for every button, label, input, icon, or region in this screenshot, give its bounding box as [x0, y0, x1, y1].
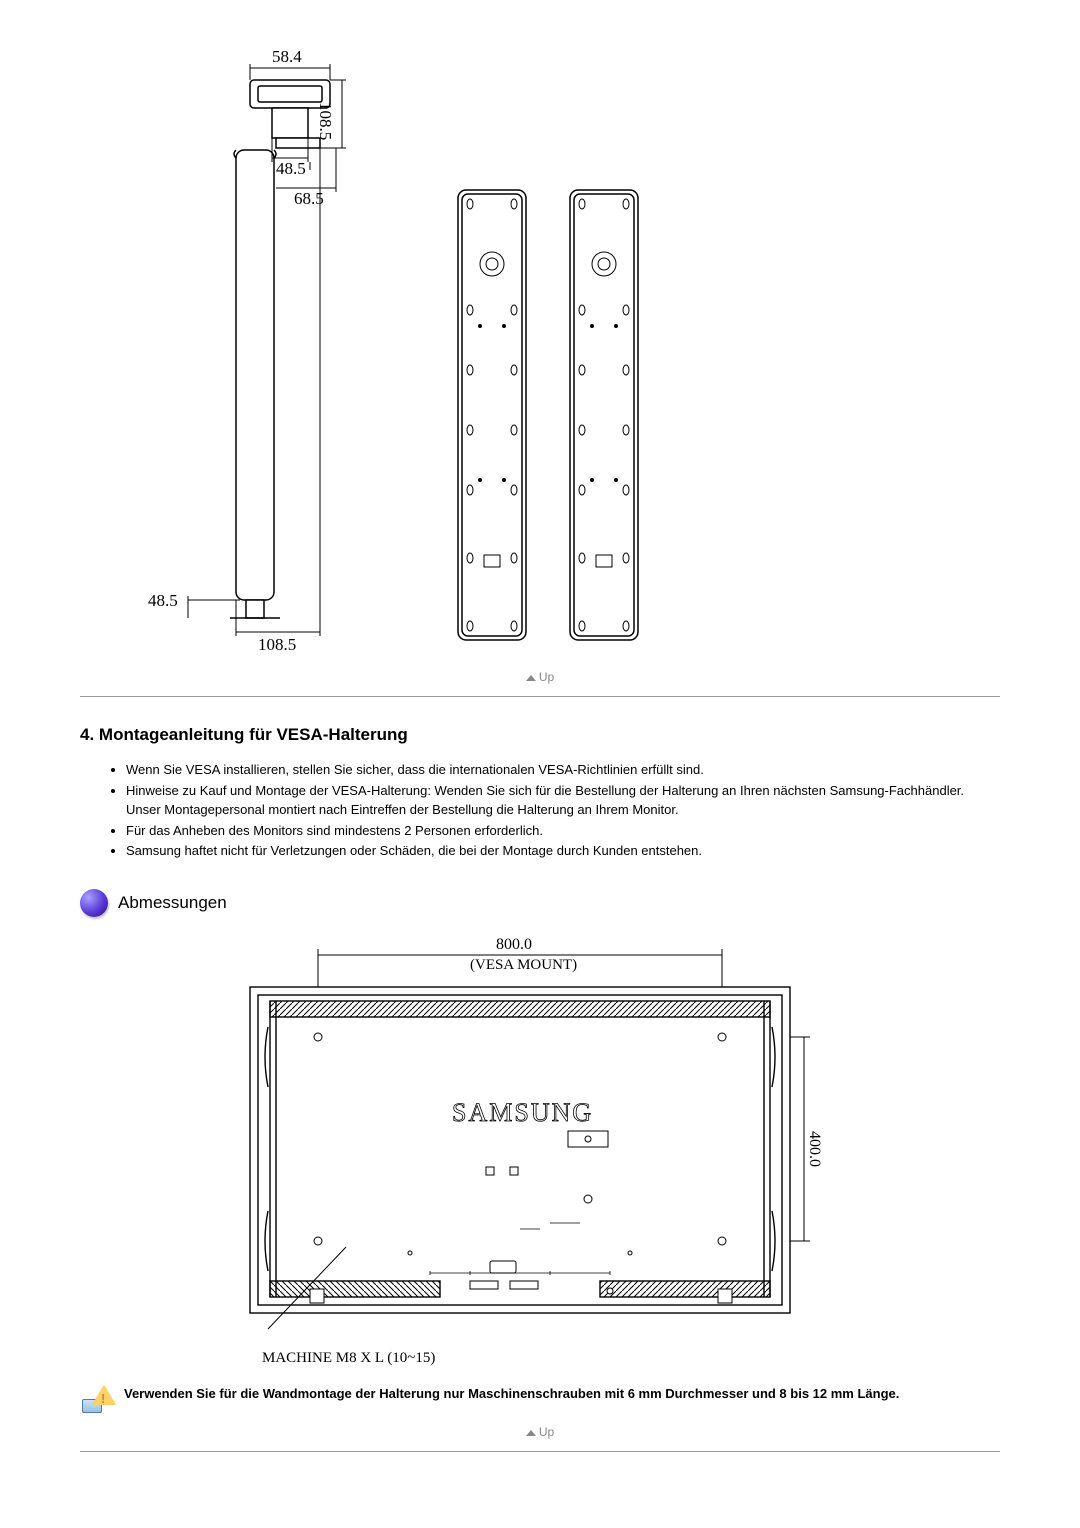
warning-row: ! Verwenden Sie für die Wandmontage der … [80, 1385, 1000, 1415]
screw-note: MACHINE M8 X L (10~15) [262, 1350, 1000, 1367]
vesa-top-dim: 800.0 [496, 936, 532, 953]
up-icon [526, 1430, 536, 1436]
dim-48-5-bottom: 48.5 [148, 591, 178, 610]
bullet-list: Wenn Sie VESA installieren, stellen Sie … [80, 761, 1000, 861]
sub-heading-row: Abmessungen [80, 889, 1000, 917]
dim-108-5-bottom: 108.5 [258, 635, 296, 650]
divider-2 [80, 1451, 1000, 1452]
divider-1 [80, 696, 1000, 697]
up-link-2[interactable]: Up [80, 1425, 1000, 1439]
list-item: Samsung haftet nicht für Verletzungen od… [126, 842, 1000, 861]
list-item: Hinweise zu Kauf und Montage der VESA-Ha… [126, 782, 1000, 820]
vesa-diagram: 800.0 (VESA MOUNT) 400.0 (VESA MOUNT) SA… [190, 931, 890, 1341]
list-item: Für das Anheben des Monitors sind mindes… [126, 822, 1000, 841]
dim-108-5-top: 108.5 [316, 102, 335, 140]
figure-row: 58.4 108.5 48.5 68.5 48.5 108.5 [80, 40, 1000, 650]
dim-48-5-top: 48.5 [276, 159, 306, 178]
rails-diagram [440, 180, 700, 650]
brand-text: SAMSUNG [452, 1098, 593, 1127]
up-icon [526, 675, 536, 681]
up-label: Up [539, 670, 554, 684]
section-num: 4. [80, 725, 94, 744]
sub-heading: Abmessungen [118, 893, 227, 913]
list-item: Wenn Sie VESA installieren, stellen Sie … [126, 761, 1000, 780]
vesa-top-label: (VESA MOUNT) [470, 957, 577, 973]
section-title: Montageanleitung für VESA-Halterung [99, 725, 408, 744]
dim-58-4: 58.4 [272, 47, 302, 66]
side-view-diagram: 58.4 108.5 48.5 68.5 48.5 108.5 [80, 40, 380, 650]
up-label: Up [539, 1425, 554, 1439]
sphere-icon [80, 889, 108, 917]
warning-text: Verwenden Sie für die Wandmontage der Ha… [124, 1385, 899, 1403]
section-heading: 4. Montageanleitung für VESA-Halterung [80, 725, 1000, 745]
up-link-1[interactable]: Up [80, 670, 1000, 684]
vesa-right-dim: 400.0 [806, 1131, 823, 1167]
warning-icon: ! [80, 1385, 116, 1415]
dim-68-5: 68.5 [294, 189, 324, 208]
